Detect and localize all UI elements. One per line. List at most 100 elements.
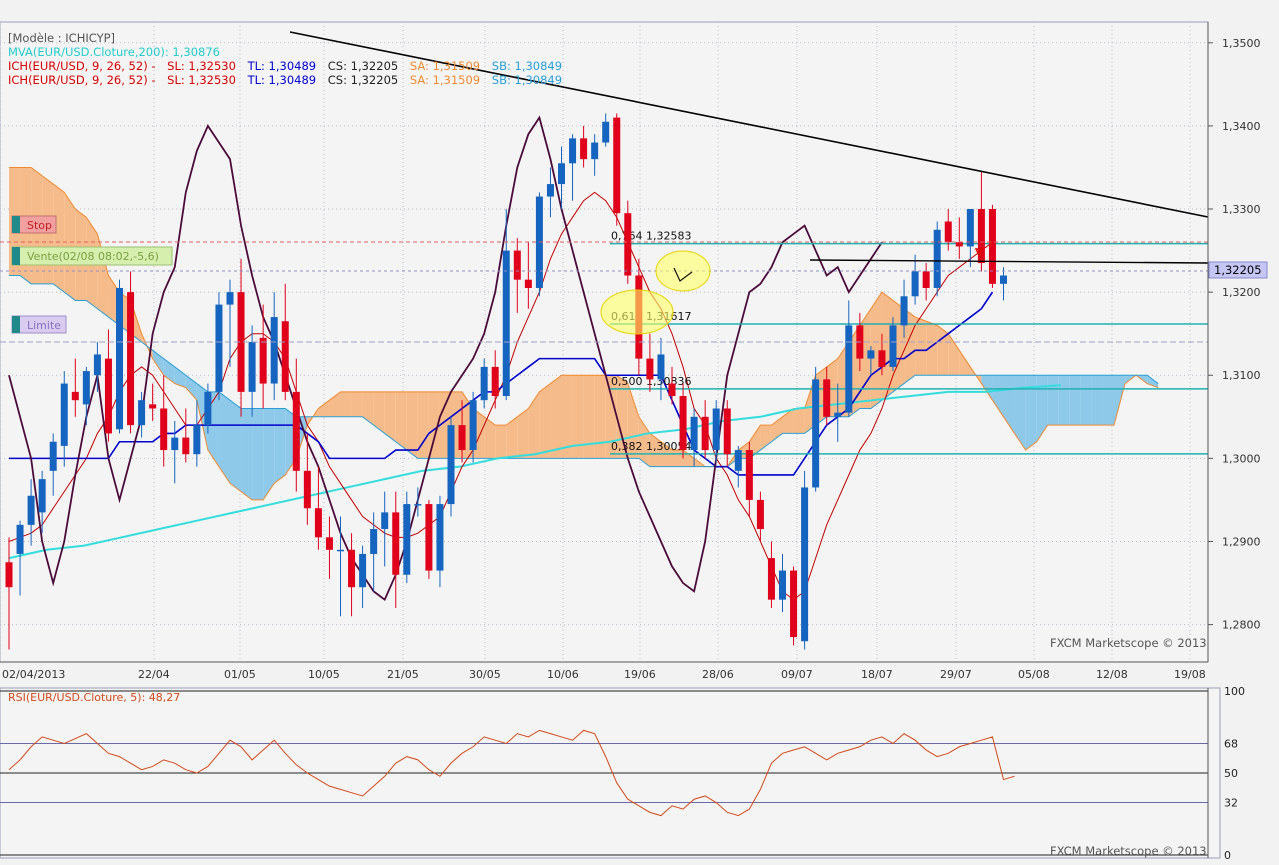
candle-body (613, 117, 621, 214)
cloud-segment (263, 408, 275, 500)
rsi-level-label: 100 (1224, 685, 1245, 698)
candle-body (116, 287, 123, 430)
candle-body (314, 508, 322, 538)
candle-body (491, 366, 499, 397)
ich-legend-tl-2: TL: 1,30489 (247, 73, 317, 87)
sell-level-line (809, 259, 1209, 264)
ich-legend-2: ICH(EUR/USD, 9, 26, 52) - SL: 1,32530 TL… (8, 73, 562, 87)
cloud-segment (1091, 375, 1103, 426)
candle-body (580, 138, 588, 160)
cloud-segment (152, 350, 164, 376)
senkou-span-a (9, 166, 1159, 501)
candle-body (812, 379, 820, 488)
candle-body (403, 504, 411, 575)
cloud-segment (1102, 375, 1114, 426)
x-tick-label: 29/07 (940, 668, 972, 681)
cloud-segment (318, 400, 330, 417)
candle-body (524, 279, 532, 288)
candle-body (392, 512, 400, 575)
y-tick-label: 1,2900 (1222, 535, 1261, 548)
x-tick-label: 10/05 (308, 668, 340, 681)
cloud-segment (992, 375, 1004, 417)
candle-body (425, 504, 433, 571)
sell-order-tag[interactable]: Vente(02/08 08:02,-5,6) (11, 246, 173, 266)
cloud-segment (539, 383, 551, 459)
rsi-level-label: 68 (1224, 737, 1238, 750)
stop-order-tag[interactable]: Stop (11, 215, 57, 234)
candle-body (767, 558, 775, 600)
ich-legend-1: ICH(EUR/USD, 9, 26, 52) - SL: 1,32530 TL… (8, 59, 562, 73)
cloud-segment (904, 308, 916, 384)
candle-body (502, 250, 510, 397)
highlight-ellipse-2 (600, 289, 674, 335)
candle-body (270, 317, 278, 384)
candle-body (138, 400, 146, 426)
rsi-legend: RSI(EUR/USD.Cloture, 5): 48,27 (8, 691, 180, 704)
ich-legend-sb: SB: 1,30849 (492, 59, 562, 73)
candle-body (646, 358, 654, 380)
y-tick-label: 1,3000 (1222, 452, 1261, 465)
x-tick-label: 18/07 (861, 668, 893, 681)
rsi-panel: 100 68 50 32 0 (0, 685, 1245, 862)
candle-body (988, 209, 996, 284)
current-price-tag: 1,32205 (1208, 261, 1268, 279)
candle-body (160, 408, 168, 451)
limit-order-tag[interactable]: Limite (11, 315, 67, 334)
candle-body (624, 213, 632, 276)
candle-body (480, 366, 488, 401)
fib-level-label: 0,764 1,32583 (611, 230, 691, 243)
candle-body (104, 358, 112, 434)
chikou-line (8, 115, 883, 602)
cloud-segment (428, 391, 440, 459)
cloud-segment (561, 375, 573, 459)
candle-body (701, 416, 709, 451)
model-label: [Modèle : ICHICYP] (8, 31, 115, 45)
candle-body (790, 570, 798, 638)
candle-body (248, 342, 256, 392)
cloud-segment (782, 408, 794, 434)
candle-body (49, 441, 57, 471)
candle-body (127, 292, 135, 426)
candle-body (16, 524, 24, 554)
cloud-segment (605, 375, 617, 459)
candle-body (834, 412, 842, 417)
candle-body (823, 379, 831, 417)
candle-body (182, 437, 190, 455)
pattern-mark (673, 267, 693, 282)
candle-body (82, 371, 90, 405)
resistance-trendline (289, 31, 1209, 218)
candle-body (1000, 275, 1007, 284)
candle-body (359, 553, 367, 588)
candle-body (889, 325, 897, 367)
candle-body (93, 354, 101, 376)
candle-body (558, 163, 565, 185)
y-tick-label: 1,2800 (1222, 619, 1261, 632)
candle-body (325, 537, 333, 550)
ich-legend-tl: TL: 1,30489 (247, 59, 317, 73)
cloud-segment (981, 375, 993, 401)
candle-body (193, 425, 201, 455)
watermark-rsi: FXCM Marketscope © 2013 (1050, 844, 1207, 858)
candle-body (381, 512, 389, 530)
candle-body (370, 529, 378, 554)
cloud-segment (583, 375, 595, 459)
cloud-segment (1080, 375, 1092, 426)
candle-body (679, 396, 687, 451)
candle-body (668, 383, 676, 397)
highlight-ellipse-1 (655, 250, 711, 292)
x-tick-label: 12/08 (1096, 668, 1128, 681)
candle-body (303, 470, 311, 509)
cloud-segment (362, 391, 374, 426)
candle-body (955, 242, 963, 247)
candle-body (237, 292, 245, 392)
kijun-line (9, 291, 994, 476)
candle-body (348, 549, 356, 588)
x-tick-label: 02/04/2013 (2, 668, 65, 681)
x-tick-label: 21/05 (387, 668, 419, 681)
ich-legend-prefix-2: ICH(EUR/USD, 9, 26, 52) - (8, 73, 155, 87)
cloud-segment (915, 317, 927, 376)
date-axis: 02/04/2013 22/04 01/05 10/05 21/05 30/05 10/06… (0, 661, 1208, 681)
limit-label: Limite (27, 319, 61, 332)
candle-body (569, 138, 577, 164)
